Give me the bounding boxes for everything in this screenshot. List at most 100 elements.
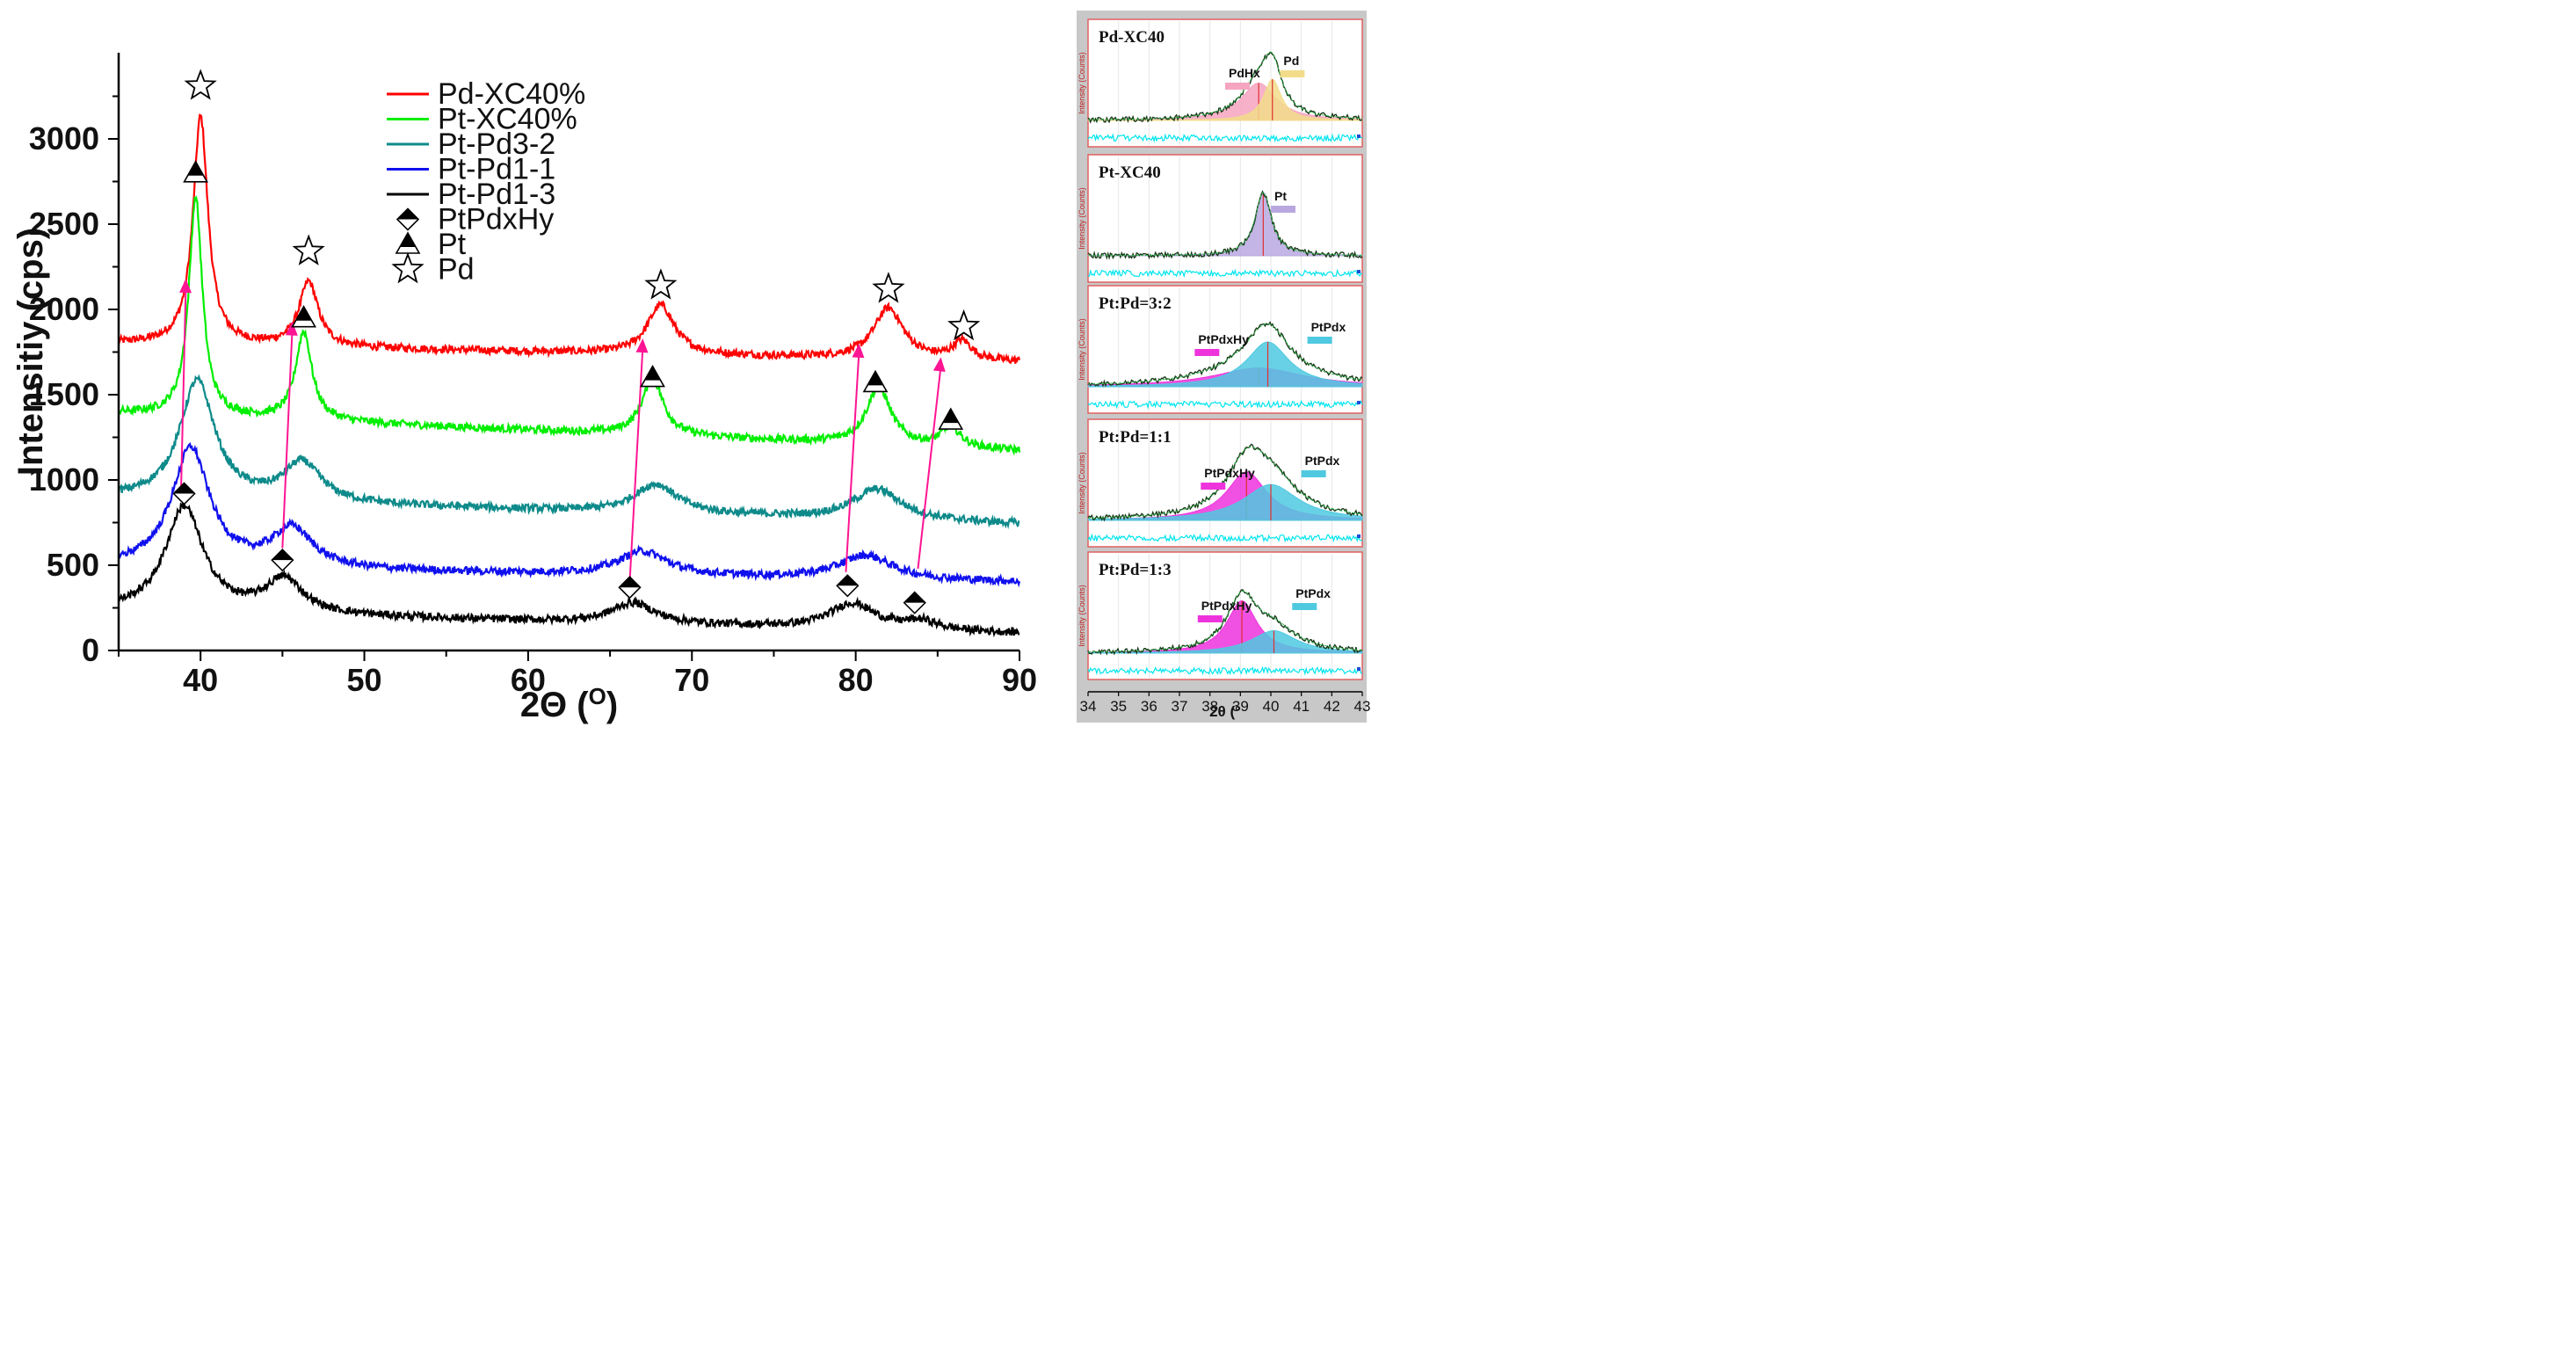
residual-curve <box>1087 533 1363 543</box>
shift-arrow-head-4 <box>852 343 865 359</box>
inset-x-tick-label-37: 37 <box>1172 698 1188 715</box>
marker-Pd-4 <box>872 272 905 303</box>
x-axis-label-close: ) <box>606 686 618 724</box>
panel-corner-mark <box>1357 534 1361 538</box>
main-series-layer <box>117 113 1021 638</box>
fit-curve <box>1088 192 1363 257</box>
x-axis-label: 2Θ (O) <box>520 683 618 724</box>
component-tag-PtPdxHy: PtPdxHy <box>1201 599 1252 613</box>
legend-label-Pt-XC40%: Pt-XC40% <box>438 103 577 136</box>
inset-panel-title: Pd-XC40 <box>1099 28 1165 47</box>
legend-label-Pt: Pt <box>438 228 467 261</box>
x-tick-label-60: 60 <box>511 662 546 698</box>
shift-arrow-2 <box>281 330 294 549</box>
inset-x-tick-label-36: 36 <box>1141 698 1157 715</box>
marker-Pt-1 <box>183 160 208 183</box>
shift-arrow-3 <box>628 346 644 583</box>
main-axes: 40 50 60 70 80 90 0 500 1000 1500 2000 2500 3000 <box>29 53 1037 698</box>
legend-label-Pt-Pd3-2: Pt-Pd3-2 <box>438 127 555 161</box>
deconvolution-insets: Pd-XC40 Intensity (Counts) PdHx Pd Pt-XC40 In… <box>1077 11 1370 723</box>
component-PtPdx <box>1087 483 1363 521</box>
shift-arrow-head-3 <box>635 338 649 353</box>
inset-panel-title: Pt-XC40 <box>1099 164 1161 182</box>
component-tag-PdHx: PdHx <box>1229 66 1260 80</box>
inset-panel-ylabel: Intensity (Counts) <box>1078 585 1086 647</box>
legend: Pd-XC40%Pt-XC40%Pt-Pd3-2Pt-Pd1-1Pt-Pd1-3… <box>387 77 585 287</box>
y-tick-label-1500: 1500 <box>29 376 99 412</box>
legend-label-Pd: Pd <box>438 253 475 287</box>
marker-PtPdxHy-1 <box>172 482 196 505</box>
component-tag-PtPdxHy: PtPdxHy <box>1198 332 1249 346</box>
phase-shift-arrows <box>179 279 946 583</box>
component-tag-swatch <box>1307 337 1332 344</box>
y-axis-label: Intensitiy (cps) <box>11 228 50 476</box>
series-line-Pt-Pd1-1 <box>117 441 1021 588</box>
y-tick-label-0: 0 <box>82 632 99 668</box>
x-tick-label-80: 80 <box>838 662 874 698</box>
inset-panel-title: Pt:Pd=1:3 <box>1099 561 1172 579</box>
fit-curve <box>1088 51 1362 120</box>
fit-curve <box>1088 590 1363 653</box>
inset-x-tick-label-38: 38 <box>1201 698 1218 715</box>
component-tag-PtPdx: PtPdx <box>1311 320 1346 334</box>
inset-panel-frame <box>1087 154 1363 283</box>
component-tag-swatch <box>1292 603 1317 610</box>
inset-panel-4: Pt:Pd=1:1 Intensity (Counts) PtPdxHy PtPdx <box>1078 418 1363 548</box>
inset-panel-ylabel: Intensity (Counts) <box>1078 318 1086 381</box>
shift-arrow-head-1 <box>179 279 192 294</box>
panel-corner-mark <box>1357 667 1361 671</box>
inset-panel-frame <box>1087 285 1363 414</box>
shift-arrow-head-5 <box>932 357 946 372</box>
inset-panel-ylabel: Intensity (Counts) <box>1078 187 1086 250</box>
marker-Pd-5 <box>947 309 981 341</box>
component-tag-swatch <box>1280 70 1305 77</box>
inset-panel-ylabel: Intensity (Counts) <box>1078 452 1086 514</box>
legend-symbol-Pd <box>391 251 424 284</box>
inset-panels: Pd-XC40 Intensity (Counts) PdHx Pd Pt-XC40 In… <box>1078 18 1363 680</box>
legend-symbol-PtPdxHy <box>395 207 420 231</box>
component-tag-Pd: Pd <box>1283 54 1299 68</box>
marker-Pt-2 <box>291 305 316 328</box>
fit-curve <box>1087 323 1363 385</box>
inset-panel-frame <box>1087 551 1363 680</box>
y-tick-label-1000: 1000 <box>29 461 99 498</box>
y-tick-label-3000: 3000 <box>29 120 99 156</box>
marker-PtPdxHy-5 <box>903 591 926 614</box>
legend-label-Pt-Pd1-1: Pt-Pd1-1 <box>438 153 555 186</box>
y-tick-label-2000: 2000 <box>29 291 99 327</box>
marker-PtPdxHy-3 <box>618 576 642 600</box>
shift-arrow-5 <box>917 366 942 569</box>
inset-x-tick-label-35: 35 <box>1110 698 1127 715</box>
legend-label-Pt-Pd1-3: Pt-Pd1-3 <box>438 178 555 211</box>
legend-label-Pd-XC40%: Pd-XC40% <box>438 77 585 111</box>
component-PtPdx <box>1087 630 1363 654</box>
marker-Pt-4 <box>862 369 889 393</box>
component-tag-swatch <box>1194 349 1220 356</box>
measured-curve <box>1087 190 1363 260</box>
inset-x-tick-label-42: 42 <box>1324 698 1340 715</box>
inset-x-tick-label-43: 43 <box>1354 698 1371 715</box>
x-tick-label-90: 90 <box>1002 662 1037 698</box>
inset-x-tick-label-39: 39 <box>1232 698 1249 715</box>
inset-x-axis-label: 2θ (° <box>1209 703 1241 720</box>
component-Pd <box>1087 78 1363 121</box>
component-PtPdx <box>1087 341 1363 388</box>
marker-Pd-1 <box>184 69 217 100</box>
fit-curve <box>1088 446 1363 519</box>
residual-curve <box>1087 133 1363 143</box>
component-tag-Pt: Pt <box>1274 189 1287 203</box>
inset-panel-ylabel: Intensity (Counts) <box>1078 52 1086 114</box>
y-tick-label-2500: 2500 <box>29 206 99 242</box>
component-tag-swatch <box>1225 83 1250 90</box>
shift-arrow-4 <box>845 352 860 572</box>
marker-PtPdxHy-4 <box>836 574 860 598</box>
residual-curve <box>1087 665 1363 676</box>
main-xrd-chart: 40 50 60 70 80 90 0 500 1000 1500 2000 2500 3000 Int… <box>11 53 1037 724</box>
residual-curve <box>1088 268 1363 279</box>
inset-panel-5: Pt:Pd=1:3 Intensity (Counts) PtPdxHy PtPdx <box>1078 551 1363 680</box>
inset-panel-3: Pt:Pd=3:2 Intensity (Counts) PtPdxHy PtPdx <box>1078 285 1363 414</box>
x-axis-label-base: 2Θ ( <box>520 686 589 724</box>
series-line-Pt-Pd1-3 <box>117 499 1020 638</box>
inset-x-tick-label-34: 34 <box>1080 698 1097 715</box>
